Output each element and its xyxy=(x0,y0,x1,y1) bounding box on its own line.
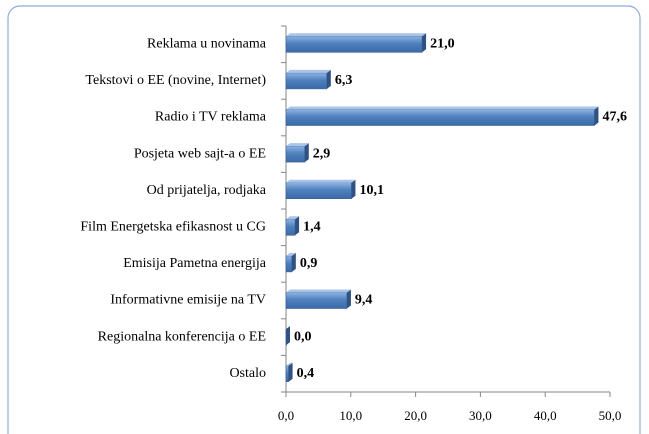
bar-side xyxy=(286,326,290,346)
value-label: 2,9 xyxy=(313,146,331,161)
value-label: 9,4 xyxy=(355,293,373,308)
bar-top xyxy=(286,362,293,366)
bar-top xyxy=(286,216,300,220)
bar xyxy=(285,72,328,90)
bar-side xyxy=(295,216,300,236)
x-tick-label: 30,0 xyxy=(469,408,492,423)
value-label: 47,6 xyxy=(602,110,627,125)
bar-side xyxy=(422,33,427,53)
bar xyxy=(285,255,293,273)
value-label: 6,3 xyxy=(335,73,353,88)
bar-top xyxy=(286,69,331,73)
x-tick-label: 10,0 xyxy=(339,408,362,423)
x-tick-label: 20,0 xyxy=(404,408,427,423)
y-tick-label: Informativne emisije na TV xyxy=(110,293,266,308)
value-label: 1,4 xyxy=(303,220,321,235)
y-tick-label: Radio i TV reklama xyxy=(155,110,267,125)
bar xyxy=(285,182,352,199)
bar xyxy=(285,219,296,236)
bar-side xyxy=(594,106,599,126)
bar-side xyxy=(288,362,293,382)
bar-top xyxy=(286,252,296,256)
value-label: 0,0 xyxy=(294,329,312,344)
x-tick-label: 0,0 xyxy=(278,408,294,423)
bar-top xyxy=(286,33,427,37)
bar-side xyxy=(304,143,309,163)
bar-top xyxy=(286,179,356,183)
value-label: 10,1 xyxy=(359,183,384,198)
bar-top xyxy=(286,106,599,110)
y-tick-label: Regionalna konferencija o EE xyxy=(98,329,266,344)
y-tick-label: Film Energetska efikasnost u CG xyxy=(80,220,266,235)
x-tick-label: 40,0 xyxy=(534,408,557,423)
bar-top xyxy=(286,143,309,147)
bar xyxy=(285,35,423,53)
bar xyxy=(285,109,595,126)
y-tick-label: Ostalo xyxy=(229,366,266,381)
y-tick-label: Emisija Pametna energija xyxy=(123,256,267,271)
y-tick-label: Reklama u novinama xyxy=(147,37,267,52)
bar-side xyxy=(326,69,331,89)
bar xyxy=(285,292,348,309)
value-label: 0,9 xyxy=(300,256,318,271)
y-tick-label: Posjeta web sajt-a o EE xyxy=(134,146,266,161)
value-label: 21,0 xyxy=(430,37,455,52)
y-tick-label: Od prijatelja, rodjaka xyxy=(147,183,267,198)
bar xyxy=(285,145,306,163)
y-tick-label: Tekstovi o EE (novine, Internet) xyxy=(85,73,266,88)
value-label: 0,4 xyxy=(297,366,315,381)
bar xyxy=(285,365,289,383)
bar-side xyxy=(351,179,356,199)
bar-side xyxy=(346,289,351,309)
bar-top xyxy=(286,289,351,293)
bar-side xyxy=(291,252,296,272)
x-tick-label: 50,0 xyxy=(599,408,622,423)
